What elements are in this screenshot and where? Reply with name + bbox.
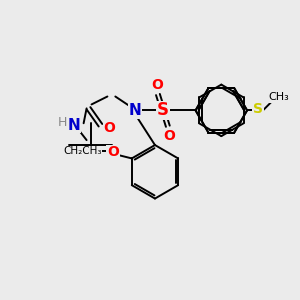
Text: O: O	[107, 146, 119, 160]
Text: CH₃: CH₃	[268, 92, 289, 103]
Text: O: O	[103, 121, 115, 135]
Text: N: N	[67, 118, 80, 133]
Text: S: S	[157, 101, 169, 119]
Text: H: H	[58, 116, 68, 129]
Text: S: S	[253, 102, 263, 116]
Text: CH₂CH₃: CH₂CH₃	[63, 146, 101, 157]
Text: O: O	[151, 78, 163, 92]
Text: O: O	[163, 129, 175, 143]
Text: N: N	[129, 103, 142, 118]
